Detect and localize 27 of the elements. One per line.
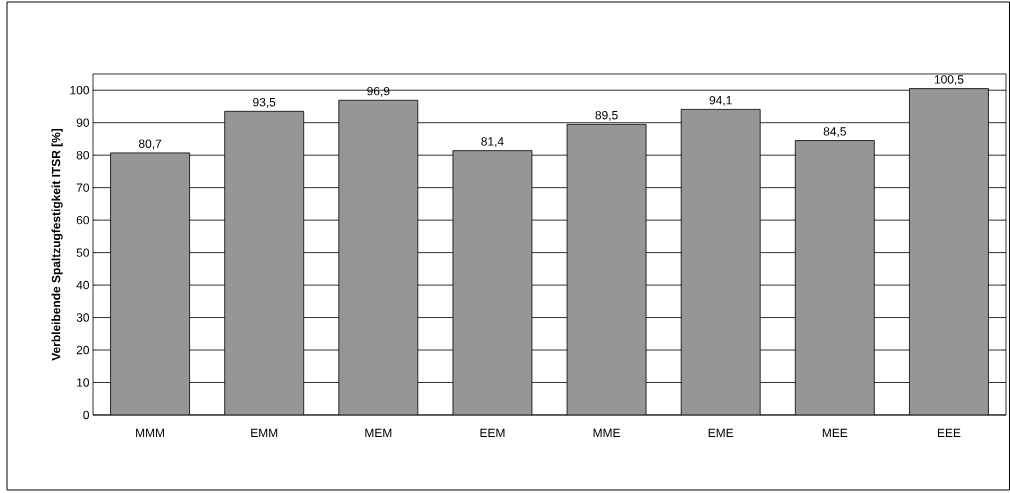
data-label: 93,5: [253, 97, 276, 108]
data-label: 81,4: [481, 137, 504, 148]
y-tick-label: 0: [83, 410, 90, 420]
y-tick-label: 80: [76, 150, 90, 160]
y-tick-label: 60: [76, 215, 90, 225]
x-tick-label: MEE: [822, 428, 848, 437]
x-tick-label: EEM: [480, 428, 505, 437]
data-label: 84,5: [823, 127, 846, 138]
y-tick-label: 30: [76, 313, 90, 322]
data-label: 80,7: [138, 139, 162, 150]
y-axis-title: Verbleibende Spaltzugfestigkeit ITSR [%]: [51, 128, 63, 361]
y-tick-label: 50: [76, 248, 90, 257]
y-tick-label: 20: [76, 345, 90, 355]
y-tick-label: 100: [70, 85, 90, 95]
y-tick-label: 10: [77, 378, 90, 387]
x-tick-label: EME: [708, 428, 734, 437]
data-label: 100,5: [934, 75, 964, 86]
x-tick-label: EMM: [251, 428, 278, 437]
data-label: 94,1: [709, 95, 732, 106]
x-tick-label: MMM: [136, 428, 165, 437]
data-label: 89,5: [595, 110, 618, 121]
y-tick-label: 90: [76, 118, 90, 127]
y-tick-label: 70: [76, 183, 90, 192]
x-tick-label: EEE: [937, 428, 961, 437]
x-tick-label: MME: [593, 428, 620, 437]
y-tick-label: 40: [76, 280, 90, 290]
x-tick-label: MEM: [365, 428, 392, 437]
